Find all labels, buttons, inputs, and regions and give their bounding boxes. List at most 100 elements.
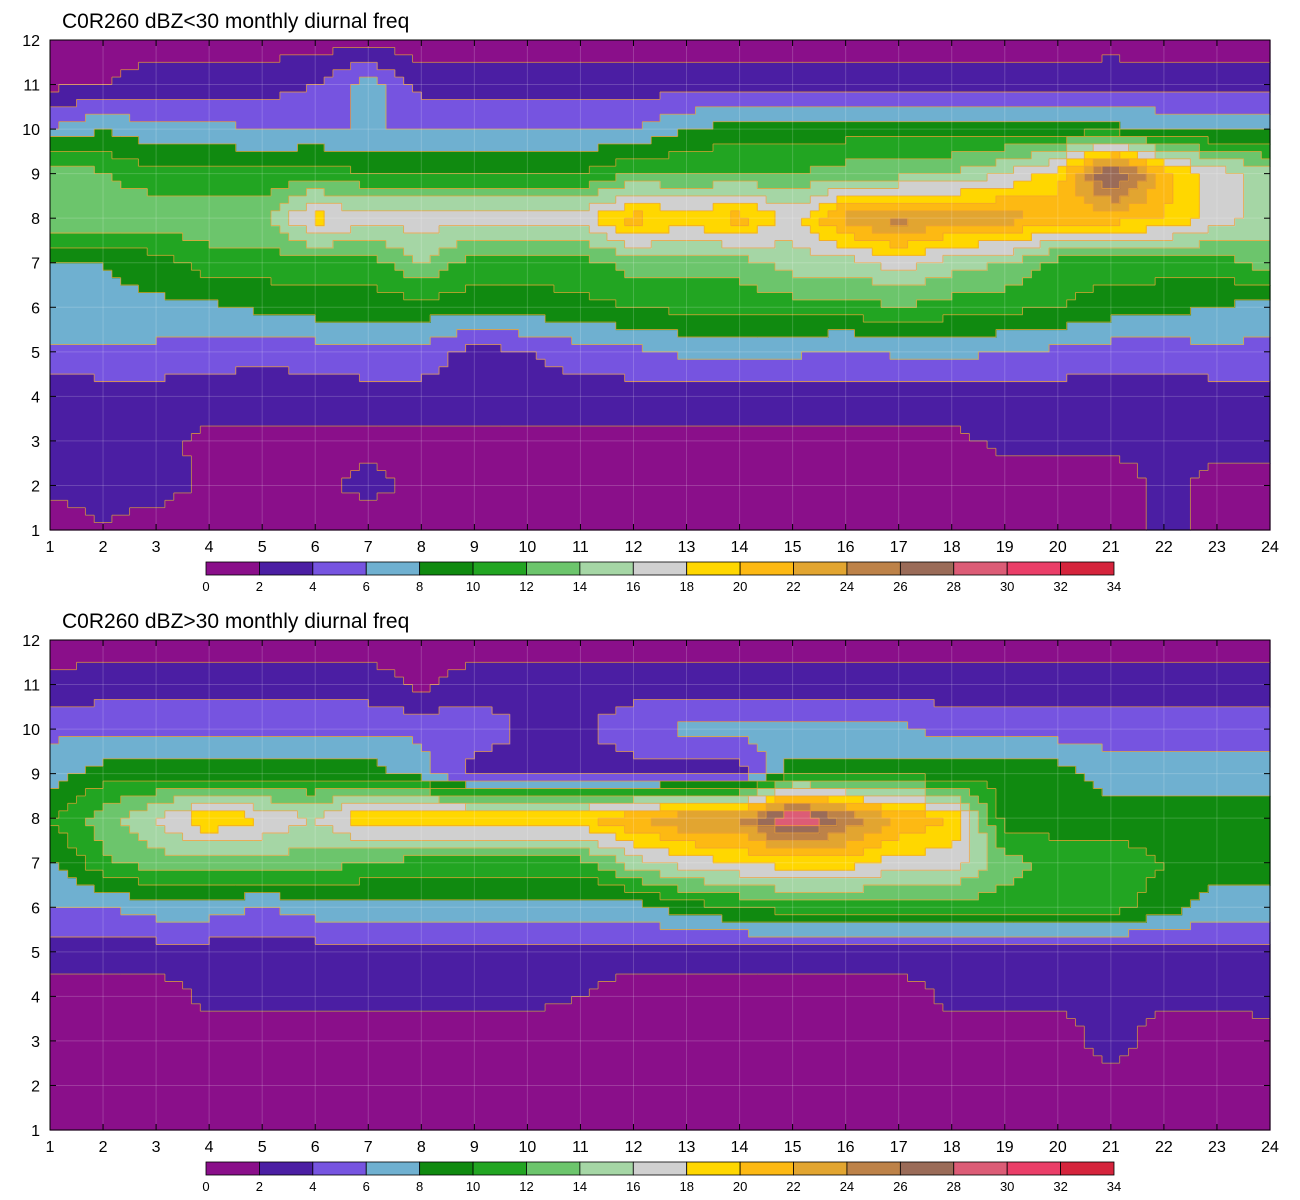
x-tick-label: 17: [890, 1139, 908, 1156]
colorbar-swatch: [953, 561, 1008, 576]
contour-lines: [50, 46, 1270, 530]
contour-band-10-12: [50, 129, 1271, 323]
y-tick-label: 12: [22, 33, 40, 50]
colorbar-tick-label: 12: [519, 579, 533, 594]
colorbar-swatch: [793, 561, 848, 576]
x-tick-label: 10: [518, 539, 536, 556]
x-tick-label: 18: [943, 1139, 961, 1156]
y-tick-label: 5: [31, 345, 40, 362]
y-tick-label: 10: [22, 122, 40, 139]
y-tick-label: 11: [23, 78, 40, 95]
colorbar-swatch: [1060, 1161, 1115, 1176]
colorbar-tick-label: 10: [466, 1179, 480, 1194]
colorbar-swatch: [1006, 561, 1061, 576]
contour-band-14-16: [120, 781, 988, 894]
colorbar-swatch: [526, 561, 581, 576]
contour-band-14-16: [271, 143, 1271, 286]
colorbar-tick-label: 34: [1107, 1179, 1121, 1194]
colorbar-tick-label: 0: [202, 1179, 209, 1194]
y-tick-label: 8: [31, 211, 40, 228]
colorbar-tick-label: 32: [1053, 1179, 1067, 1194]
x-tick-label: 8: [417, 1139, 426, 1156]
x-tick-label: 18: [943, 539, 961, 556]
colorbar-swatch: [739, 561, 794, 576]
x-tick-label: 9: [470, 1139, 479, 1156]
y-tick-label: 9: [31, 167, 40, 184]
x-tick-label: 19: [996, 1139, 1014, 1156]
contour-band-24-26: [739, 803, 864, 842]
colorbar: 0 2 4 6 8 10 12 14 16 18 20 22 24 26 28 30 32 34: [202, 561, 1121, 594]
contour-lines: [50, 661, 1270, 1064]
x-tick-label: 8: [417, 539, 426, 556]
x-tick-label: 2: [99, 539, 108, 556]
contour-band-0-2: [50, 640, 1271, 1131]
x-tick-label: 11: [572, 539, 589, 556]
x-tick-label: 17: [890, 539, 908, 556]
plot-frame: [49, 39, 1271, 531]
colorbar-swatch: [579, 1161, 634, 1176]
colorbar-swatch: [793, 1161, 848, 1176]
colorbar-tick-label: 6: [363, 1179, 370, 1194]
y-tick-label: 2: [31, 478, 40, 495]
colorbar-tick-label: 10: [466, 579, 480, 594]
colorbar-swatch: [312, 561, 367, 576]
colorbar-tick-label: 16: [626, 579, 640, 594]
colorbar-tick-label: 24: [840, 579, 854, 594]
y-tick-label: 12: [22, 633, 40, 650]
x-tick-label: 6: [311, 539, 320, 556]
y-tick-label: 6: [31, 900, 40, 917]
colorbar-swatch: [686, 561, 741, 576]
colorbar-swatch: [312, 1161, 367, 1176]
x-tick-label: 14: [731, 539, 749, 556]
y-tick-label: 3: [31, 434, 40, 451]
colorbar-tick-label: 22: [786, 579, 800, 594]
chart-title: C0R260 dBZ<30 monthly diurnal freq: [62, 10, 410, 33]
x-tick-label: 6: [311, 1139, 320, 1156]
x-axis: 1 2 3 4 5 6 7 8 9 10 11 12 13 14 15 16 17 18 19 20 21 22 23 24: [46, 40, 1279, 556]
colorbar-swatch: [205, 561, 260, 576]
colorbar-tick-label: 20: [733, 1179, 747, 1194]
contour-chart: 1 2 3 4 5 6 7 8 9 10 11 12 13 14 15 16 17 18 19 20 21 22 23 241…: [22, 33, 1279, 594]
x-tick-label: 4: [205, 1139, 214, 1156]
colorbar-tick-label: 30: [1000, 1179, 1014, 1194]
x-tick-label: 13: [678, 1139, 696, 1156]
colorbar-tick-label: 28: [947, 579, 961, 594]
x-tick-label: 22: [1155, 1139, 1173, 1156]
colorbar-swatch: [526, 1161, 581, 1176]
colorbar-swatch: [899, 561, 955, 576]
colorbar-swatch: [579, 561, 634, 576]
x-tick-label: 3: [152, 1139, 161, 1156]
colorbar-swatch: [1060, 561, 1115, 576]
colorbar-tick-label: 26: [893, 579, 907, 594]
contour-band-22-24: [845, 158, 1156, 234]
contour-band-12-14: [50, 136, 1271, 308]
x-tick-label: 23: [1208, 1139, 1226, 1156]
contour-band-2-4: [50, 47, 1271, 531]
y-tick-label: 11: [23, 678, 40, 695]
contour-band-0-2: [50, 40, 1271, 531]
x-tick-label: 7: [364, 1139, 373, 1156]
x-tick-label: 7: [364, 539, 373, 556]
colorbar-tick-label: 34: [1107, 579, 1121, 594]
y-tick-label: 4: [31, 389, 40, 406]
colorbar-swatch: [472, 1161, 527, 1176]
x-tick-label: 16: [837, 539, 855, 556]
x-tick-label: 13: [678, 539, 696, 556]
x-tick-label: 23: [1208, 539, 1226, 556]
x-tick-label: 11: [572, 1139, 589, 1156]
colorbar-swatch: [686, 1161, 741, 1176]
contour-band-6-8: [50, 721, 1271, 938]
colorbar-swatch: [846, 1161, 901, 1176]
x-tick-label: 21: [1102, 539, 1120, 556]
contour-band-26-28: [757, 810, 838, 834]
x-tick-label: 15: [784, 539, 802, 556]
x-tick-label: 16: [837, 1139, 855, 1156]
colorbar-tick-label: 20: [733, 579, 747, 594]
colorbar-tick-label: 30: [1000, 579, 1014, 594]
colorbar-swatch: [632, 561, 688, 576]
colorbar-tick-label: 2: [256, 579, 263, 594]
colorbar-swatch: [365, 1161, 421, 1176]
contour-band-4-6: [50, 62, 1271, 383]
contour-band-18-20: [191, 795, 962, 871]
